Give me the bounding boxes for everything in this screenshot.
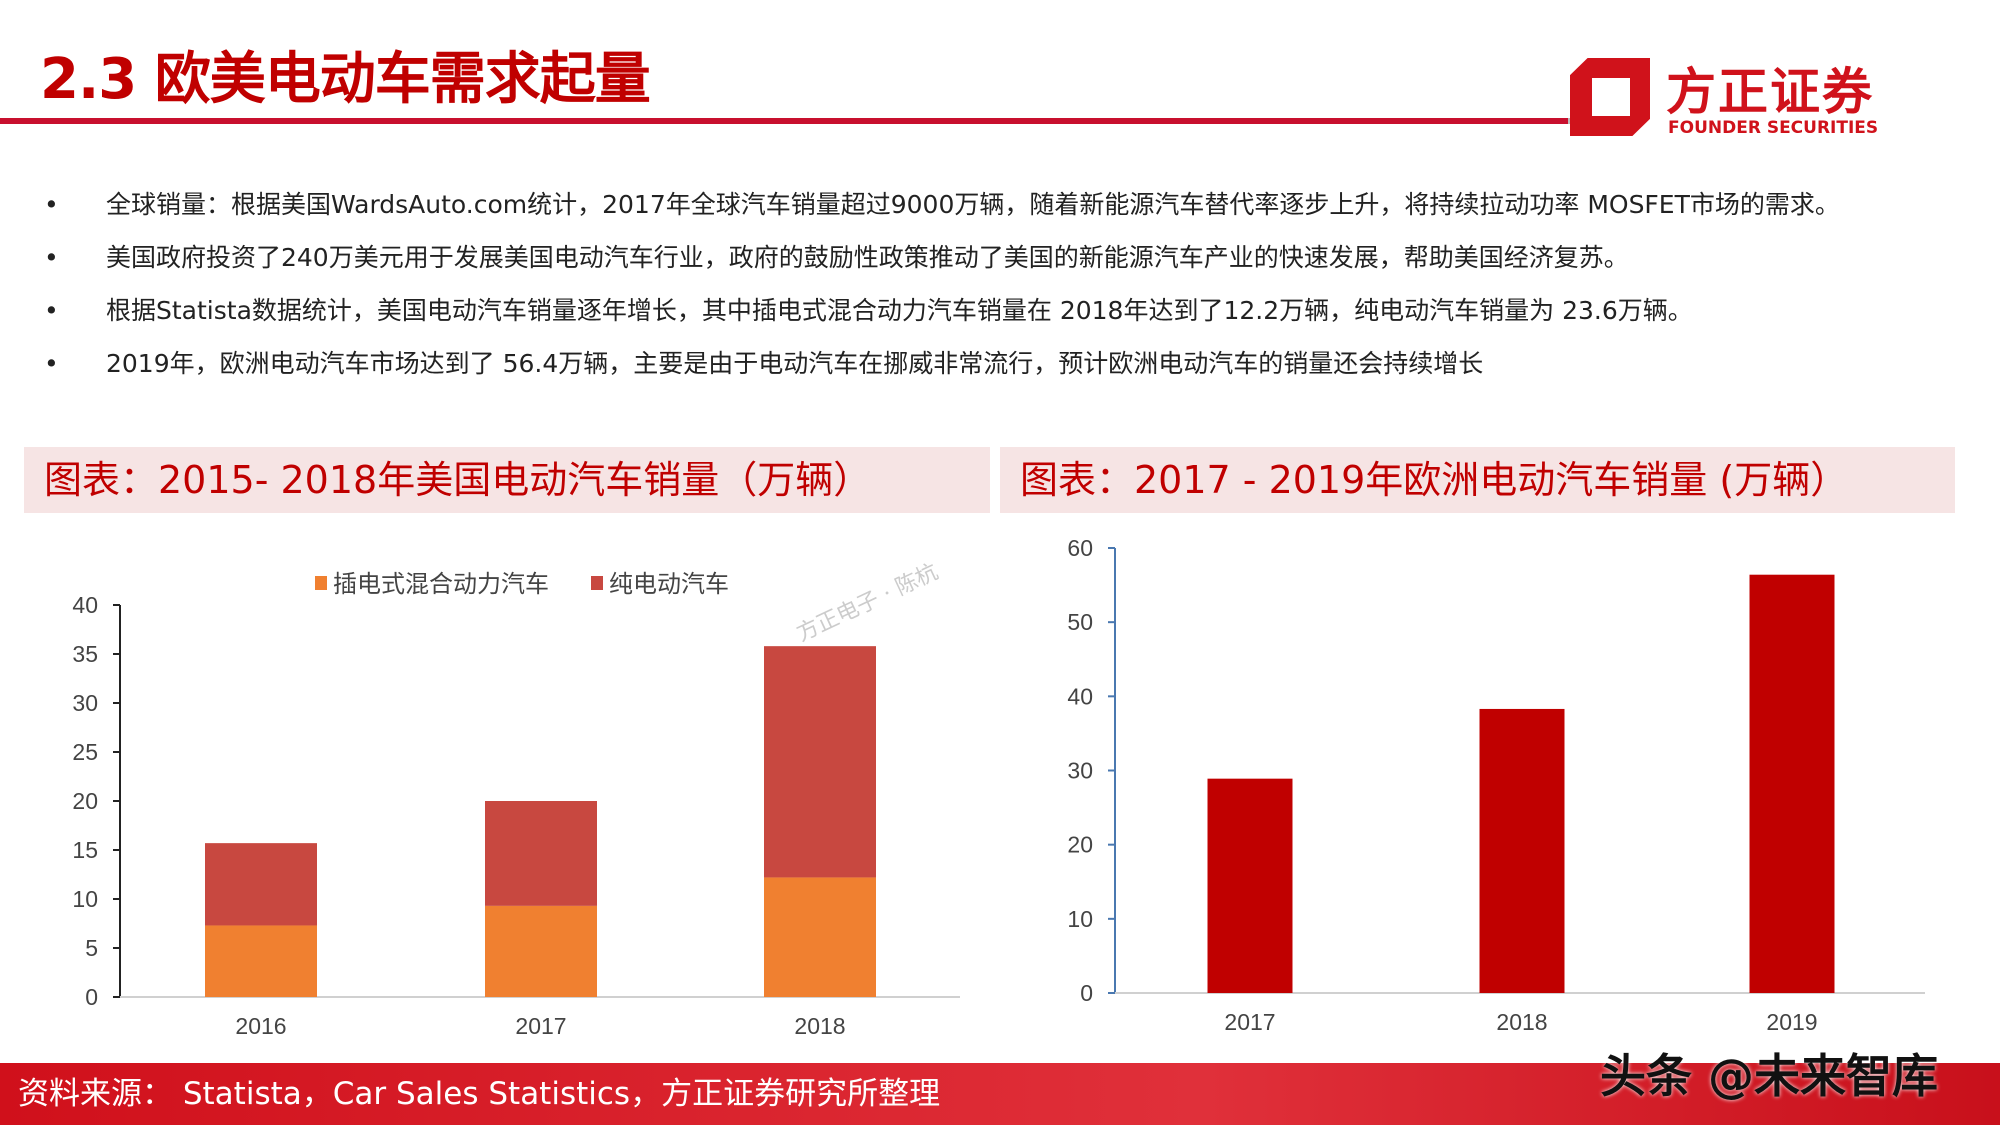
bullet-item: 根据Statista数据统计，美国电动汽车销量逐年增长，其中插电式混合动力汽车销… — [40, 284, 1940, 337]
page-title: 2.3 欧美电动车需求起量 — [40, 47, 651, 112]
x-tick-label: 2017 — [1224, 1009, 1275, 1035]
y-tick-label: 60 — [1067, 535, 1093, 561]
bullet-item: 美国政府投资了240万美元用于发展美国电动汽车行业，政府的鼓励性政策推动了美国的… — [40, 231, 1940, 284]
legend-label: 插电式混合动力汽车 — [333, 571, 549, 598]
bar — [1749, 574, 1835, 993]
y-tick-label: 25 — [72, 739, 98, 765]
legend-swatch — [315, 576, 327, 590]
y-tick-label: 50 — [1067, 609, 1093, 635]
bar — [205, 925, 317, 997]
bar — [1207, 778, 1293, 993]
bullet-item: 2019年，欧洲电动汽车市场达到了 56.4万辆，主要是由于电动汽车在挪威非常流… — [40, 337, 1940, 390]
legend-label: 纯电动汽车 — [609, 571, 729, 598]
bullet-list: 全球销量：根据美国WardsAuto.com统计，2017年全球汽车销量超过90… — [40, 178, 1940, 390]
y-tick-label: 35 — [72, 641, 98, 667]
source-footer: 资料来源： Statista，Car Sales Statistics，方正证券… — [18, 1076, 941, 1112]
y-tick-label: 0 — [1080, 980, 1093, 1006]
bar — [485, 801, 597, 906]
bar — [764, 877, 876, 997]
bar — [205, 843, 317, 926]
y-tick-label: 0 — [85, 984, 98, 1010]
x-tick-label: 2018 — [1496, 1009, 1547, 1035]
footer-bar — [0, 1063, 2000, 1125]
us-chart-title: 图表：2015- 2018年美国电动汽车销量（万辆） — [24, 447, 990, 513]
y-tick-label: 40 — [72, 592, 98, 618]
bar — [1479, 708, 1565, 993]
y-tick-label: 30 — [72, 690, 98, 716]
y-tick-label: 20 — [72, 788, 98, 814]
x-tick-label: 2019 — [1766, 1009, 1817, 1035]
x-tick-label: 2016 — [235, 1013, 286, 1039]
bullet-item: 全球销量：根据美国WardsAuto.com统计，2017年全球汽车销量超过90… — [40, 178, 1940, 231]
toutiao-watermark: 头条 @未来智库 — [1600, 1049, 1939, 1103]
y-tick-label: 5 — [85, 935, 98, 961]
x-tick-label: 2017 — [515, 1013, 566, 1039]
y-tick-label: 10 — [72, 886, 98, 912]
founder-securities-logo: 方正证券 FOUNDER SECURITIES — [1570, 52, 1900, 142]
logo-en: FOUNDER SECURITIES — [1668, 118, 1879, 138]
eu-chart-title: 图表：2017 - 2019年欧洲电动汽车销量 (万辆） — [1000, 447, 1955, 513]
bar — [485, 905, 597, 997]
y-tick-label: 10 — [1067, 906, 1093, 932]
x-tick-label: 2018 — [794, 1013, 845, 1039]
bar — [764, 646, 876, 878]
logo-mark-icon — [1570, 58, 1650, 136]
y-tick-label: 40 — [1067, 683, 1093, 709]
y-tick-label: 15 — [72, 837, 98, 863]
y-tick-label: 20 — [1067, 832, 1093, 858]
y-tick-label: 30 — [1067, 758, 1093, 784]
legend-swatch — [591, 576, 603, 590]
logo-cn: 方正证券 — [1666, 63, 1874, 121]
